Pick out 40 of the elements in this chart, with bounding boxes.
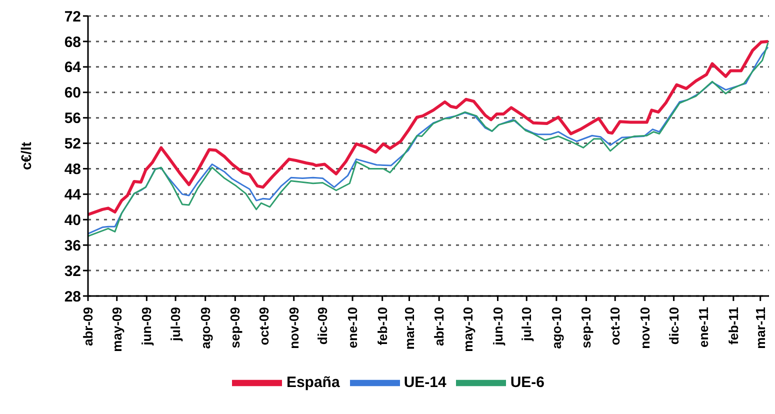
x-tick-label: ago-10: [548, 307, 564, 349]
y-tick-label: 56: [64, 110, 81, 128]
x-tick-label: abr-09: [80, 307, 96, 346]
y-tick-label: 36: [64, 237, 81, 254]
y-tick-label: 48: [64, 161, 81, 178]
x-tick-label: oct-09: [256, 307, 272, 346]
y-axis-title: c€/lt: [18, 142, 34, 170]
x-tick-label: ene-11: [696, 307, 712, 348]
y-tick-label: 52: [64, 136, 81, 153]
x-tick-label: jun-09: [139, 307, 154, 346]
x-tick-label: abr-10: [432, 307, 447, 346]
x-tick-label: jun-10: [490, 307, 506, 346]
x-tick-label: jul-10: [519, 307, 534, 342]
y-tick-label: 60: [64, 84, 81, 102]
x-tick-label: mar-11: [752, 307, 768, 349]
legend-label: UE-6: [510, 374, 545, 391]
legend-label: UE-14: [404, 374, 446, 391]
x-tick-label: feb-10: [374, 307, 390, 346]
x-tick-label: may-09: [109, 307, 124, 352]
x-tick-label: ago-09: [198, 307, 213, 349]
x-tick-label: nov-10: [637, 307, 652, 349]
y-tick-label: 68: [64, 34, 81, 51]
x-tick-label: nov-09: [286, 307, 302, 349]
x-tick-label: feb-11: [726, 307, 741, 345]
x-tick-label: dic-09: [315, 307, 330, 345]
x-tick-label: oct-10: [608, 307, 623, 346]
legend-label: España: [286, 374, 340, 391]
x-tick-label: mar-10: [402, 307, 417, 350]
x-tick-label: dic-10: [666, 307, 682, 345]
x-tick-label: ene-10: [345, 307, 360, 348]
y-tick-label: 28: [64, 288, 81, 306]
x-tick-label: sep-10: [578, 307, 594, 348]
y-tick-label: 44: [64, 186, 82, 204]
x-tick-label: jul-09: [168, 307, 184, 342]
y-tick-label: 72: [64, 8, 81, 26]
x-tick-label: sep-09: [228, 307, 243, 348]
x-tick-label: may-10: [460, 307, 476, 352]
y-tick-label: 64: [64, 59, 82, 76]
y-tick-label: 40: [64, 212, 81, 229]
y-tick-label: 32: [64, 262, 81, 280]
